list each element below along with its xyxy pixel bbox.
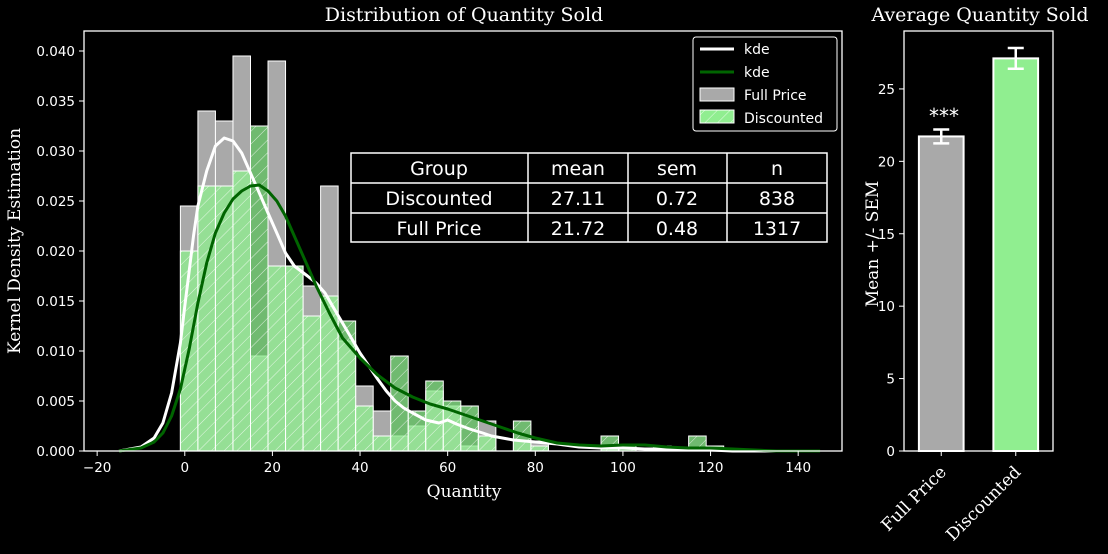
y-tick-label: 0.035 xyxy=(36,94,75,110)
y-tick-label: 10 xyxy=(878,299,895,315)
discounted-bar-hatch xyxy=(198,186,216,451)
table-header: mean xyxy=(551,158,605,180)
x-tick-label: −20 xyxy=(83,460,112,476)
legend-full-price-label: Full Price xyxy=(744,88,807,104)
discounted-bar-hatch xyxy=(321,296,339,451)
table-cell: 21.72 xyxy=(551,218,605,240)
discounted-bar-hatch xyxy=(268,266,286,451)
bar-category-label: Discounted xyxy=(942,462,1025,545)
hist-legend: kde kde Full Price Discounted xyxy=(693,37,837,131)
x-tick-label: 120 xyxy=(698,460,724,476)
discounted-bar-hatch xyxy=(478,436,496,451)
y-tick-label: 0.000 xyxy=(36,444,75,460)
hist-title: Distribution of Quantity Sold xyxy=(325,4,603,26)
x-tick-label: 20 xyxy=(264,460,281,476)
y-tick-label: 0.010 xyxy=(36,344,75,360)
hist-ylabel: Kernel Density Estimation xyxy=(5,128,25,354)
table-cell: 0.48 xyxy=(656,218,698,240)
x-tick-label: 100 xyxy=(610,460,636,476)
legend-kde-white-label: kde xyxy=(744,42,770,58)
legend-discounted-label: Discounted xyxy=(744,111,823,127)
discounted-bar-hatch xyxy=(250,126,268,451)
discounted-bar-hatch xyxy=(373,436,391,451)
discounted-bar-hatch xyxy=(233,171,251,451)
significance-annotation: *** xyxy=(929,104,959,128)
y-tick-label: 25 xyxy=(878,82,895,98)
bar-category-label: Full Price xyxy=(878,462,951,535)
table-cell: 1317 xyxy=(753,218,801,240)
y-tick-label: 0.005 xyxy=(36,394,75,410)
y-tick-label: 0 xyxy=(886,444,895,460)
y-tick-label: 15 xyxy=(878,227,895,243)
discounted-bar-hatch xyxy=(426,381,444,451)
x-tick-label: 40 xyxy=(351,460,368,476)
bar-title: Average Quantity Sold xyxy=(871,4,1089,26)
discounted-bar-hatch xyxy=(356,406,374,451)
y-tick-label: 0.025 xyxy=(36,194,75,210)
legend-full-price-patch xyxy=(700,88,734,101)
y-tick-label: 5 xyxy=(886,372,895,388)
y-tick-label: 0.020 xyxy=(36,244,75,260)
legend-kde-green-label: kde xyxy=(744,65,770,81)
y-tick-label: 0.030 xyxy=(36,144,75,160)
x-tick-label: 0 xyxy=(180,460,189,476)
discounted-bar-hatch xyxy=(531,446,549,451)
discounted-bar-hatch xyxy=(286,266,304,451)
y-tick-label: 0.040 xyxy=(36,44,75,60)
table-header: Group xyxy=(410,158,468,180)
table-cell: 0.72 xyxy=(656,188,698,210)
y-tick-label: 0.015 xyxy=(36,294,75,310)
table-header: n xyxy=(771,158,783,180)
x-tick-label: 80 xyxy=(527,460,544,476)
hist-xlabel: Quantity xyxy=(427,482,502,502)
table-cell: 838 xyxy=(759,188,795,210)
table-cell: Discounted xyxy=(385,188,492,210)
discounted-bar-hatch xyxy=(303,316,321,451)
mean-bar xyxy=(919,136,964,451)
legend-discounted-hatch xyxy=(700,110,734,123)
mean-bar xyxy=(993,58,1038,451)
x-tick-label: 60 xyxy=(439,460,456,476)
table-header: sem xyxy=(657,158,697,180)
table-cell: Full Price xyxy=(397,218,482,240)
table-cell: 27.11 xyxy=(551,188,605,210)
x-tick-label: 140 xyxy=(785,460,811,476)
summary-table: Group mean sem n Discounted 27.11 0.72 8… xyxy=(351,153,827,242)
bar-ylabel: Mean +/- SEM xyxy=(863,181,883,308)
y-tick-label: 20 xyxy=(878,154,895,170)
